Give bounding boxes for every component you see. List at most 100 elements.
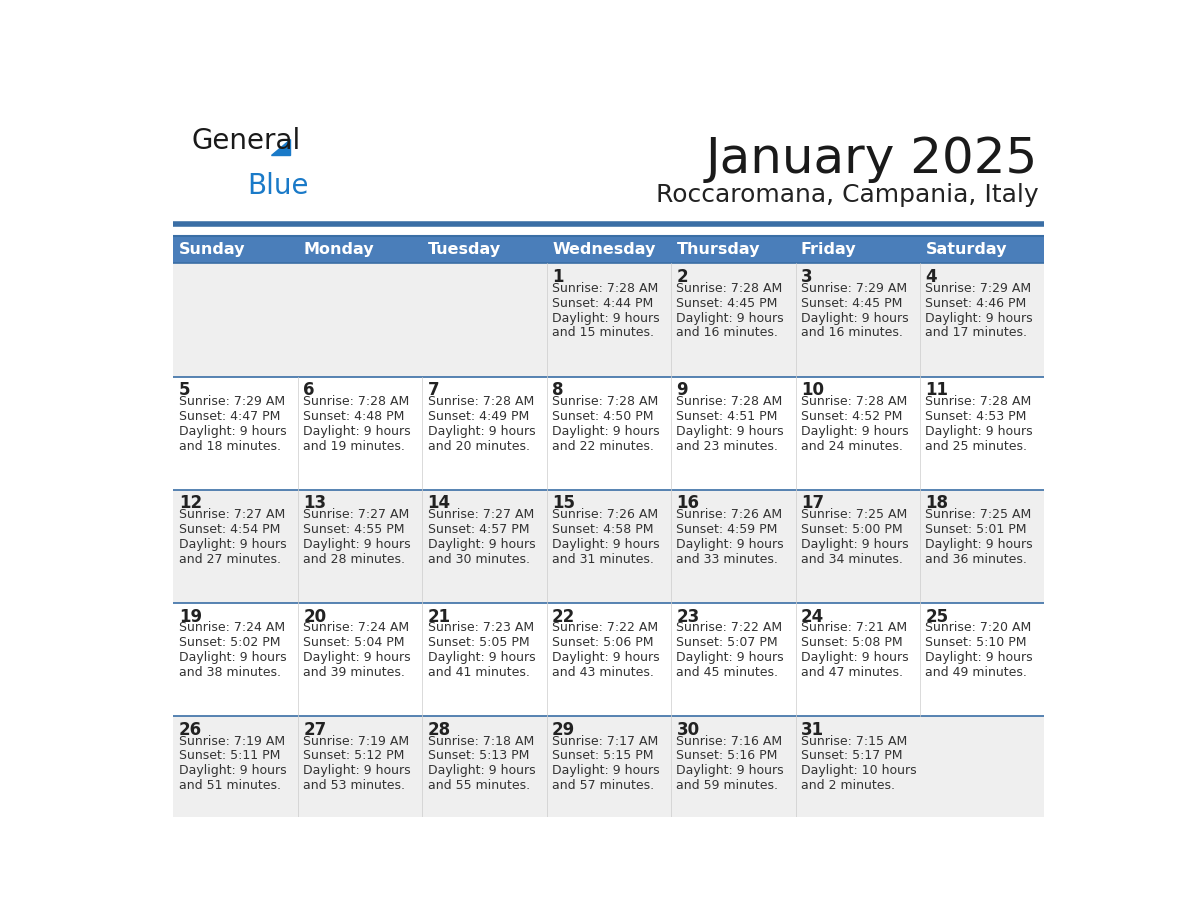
Text: Daylight: 9 hours: Daylight: 9 hours <box>178 425 286 438</box>
Text: Sunset: 5:10 PM: Sunset: 5:10 PM <box>925 636 1026 649</box>
Text: and 27 minutes.: and 27 minutes. <box>178 553 280 565</box>
Text: 11: 11 <box>925 381 948 399</box>
Text: Daylight: 9 hours: Daylight: 9 hours <box>428 538 536 551</box>
Text: Sunset: 5:06 PM: Sunset: 5:06 PM <box>552 636 653 649</box>
Text: Daylight: 9 hours: Daylight: 9 hours <box>428 425 536 438</box>
Polygon shape <box>271 140 290 155</box>
Text: 22: 22 <box>552 608 575 625</box>
Text: 20: 20 <box>303 608 327 625</box>
Text: and 39 minutes.: and 39 minutes. <box>303 666 405 679</box>
Text: 23: 23 <box>676 608 700 625</box>
Text: 1: 1 <box>552 268 563 286</box>
Text: Daylight: 9 hours: Daylight: 9 hours <box>801 425 909 438</box>
Bar <box>298 236 422 263</box>
Text: Sunrise: 7:28 AM: Sunrise: 7:28 AM <box>552 395 658 409</box>
Bar <box>920 236 1044 263</box>
Text: Sunset: 4:59 PM: Sunset: 4:59 PM <box>676 523 778 536</box>
Text: Sunrise: 7:28 AM: Sunrise: 7:28 AM <box>676 282 783 295</box>
Text: Sunset: 5:04 PM: Sunset: 5:04 PM <box>303 636 405 649</box>
Text: Daylight: 9 hours: Daylight: 9 hours <box>801 538 909 551</box>
Text: Sunset: 4:44 PM: Sunset: 4:44 PM <box>552 297 653 309</box>
Text: Thursday: Thursday <box>676 242 760 257</box>
Text: 15: 15 <box>552 495 575 512</box>
Text: and 16 minutes.: and 16 minutes. <box>676 326 778 340</box>
Text: Sunset: 4:50 PM: Sunset: 4:50 PM <box>552 409 653 423</box>
Text: Sunrise: 7:28 AM: Sunrise: 7:28 AM <box>428 395 533 409</box>
Text: 12: 12 <box>178 495 202 512</box>
Text: Daylight: 10 hours: Daylight: 10 hours <box>801 765 917 778</box>
Text: Sunrise: 7:28 AM: Sunrise: 7:28 AM <box>552 282 658 295</box>
Text: Sunset: 4:55 PM: Sunset: 4:55 PM <box>303 523 405 536</box>
Text: Sunrise: 7:19 AM: Sunrise: 7:19 AM <box>178 734 285 747</box>
Text: and 36 minutes.: and 36 minutes. <box>925 553 1028 565</box>
Text: Daylight: 9 hours: Daylight: 9 hours <box>428 651 536 664</box>
Text: Sunset: 5:11 PM: Sunset: 5:11 PM <box>178 749 280 763</box>
Text: Sunset: 4:54 PM: Sunset: 4:54 PM <box>178 523 280 536</box>
Text: Daylight: 9 hours: Daylight: 9 hours <box>676 651 784 664</box>
Text: Daylight: 9 hours: Daylight: 9 hours <box>178 538 286 551</box>
Text: 3: 3 <box>801 268 813 286</box>
Text: and 30 minutes.: and 30 minutes. <box>428 553 530 565</box>
Text: 4: 4 <box>925 268 937 286</box>
Text: Sunrise: 7:29 AM: Sunrise: 7:29 AM <box>801 282 908 295</box>
Text: Sunday: Sunday <box>178 242 245 257</box>
Text: and 49 minutes.: and 49 minutes. <box>925 666 1028 679</box>
Text: Roccaromana, Campania, Italy: Roccaromana, Campania, Italy <box>656 183 1038 207</box>
Text: Sunrise: 7:28 AM: Sunrise: 7:28 AM <box>303 395 410 409</box>
Text: Daylight: 9 hours: Daylight: 9 hours <box>801 311 909 325</box>
Text: Friday: Friday <box>801 242 857 257</box>
Text: 8: 8 <box>552 381 563 399</box>
Text: Daylight: 9 hours: Daylight: 9 hours <box>925 538 1034 551</box>
Text: Sunset: 5:17 PM: Sunset: 5:17 PM <box>801 749 903 763</box>
Text: Sunrise: 7:28 AM: Sunrise: 7:28 AM <box>676 395 783 409</box>
Text: Sunset: 5:05 PM: Sunset: 5:05 PM <box>428 636 529 649</box>
Text: Sunset: 4:45 PM: Sunset: 4:45 PM <box>801 297 903 309</box>
Text: Sunrise: 7:19 AM: Sunrise: 7:19 AM <box>303 734 410 747</box>
Text: Sunset: 4:47 PM: Sunset: 4:47 PM <box>178 409 280 423</box>
Text: Daylight: 9 hours: Daylight: 9 hours <box>801 651 909 664</box>
Text: and 17 minutes.: and 17 minutes. <box>925 326 1028 340</box>
Text: Sunset: 5:02 PM: Sunset: 5:02 PM <box>178 636 280 649</box>
Text: Daylight: 9 hours: Daylight: 9 hours <box>676 765 784 778</box>
Text: 16: 16 <box>676 495 700 512</box>
Text: and 16 minutes.: and 16 minutes. <box>801 326 903 340</box>
Bar <box>671 236 796 263</box>
Text: Sunset: 5:13 PM: Sunset: 5:13 PM <box>428 749 529 763</box>
Text: and 41 minutes.: and 41 minutes. <box>428 666 530 679</box>
Text: 21: 21 <box>428 608 450 625</box>
Text: Sunset: 4:58 PM: Sunset: 4:58 PM <box>552 523 653 536</box>
Text: Sunrise: 7:29 AM: Sunrise: 7:29 AM <box>925 282 1031 295</box>
Text: Daylight: 9 hours: Daylight: 9 hours <box>676 425 784 438</box>
Text: Daylight: 9 hours: Daylight: 9 hours <box>303 651 411 664</box>
Text: Sunrise: 7:20 AM: Sunrise: 7:20 AM <box>925 621 1031 634</box>
Text: Sunset: 5:12 PM: Sunset: 5:12 PM <box>303 749 405 763</box>
Text: Monday: Monday <box>303 242 374 257</box>
Text: Daylight: 9 hours: Daylight: 9 hours <box>925 425 1034 438</box>
Text: and 33 minutes.: and 33 minutes. <box>676 553 778 565</box>
Text: and 15 minutes.: and 15 minutes. <box>552 326 655 340</box>
Text: Daylight: 9 hours: Daylight: 9 hours <box>303 765 411 778</box>
Text: 27: 27 <box>303 721 327 739</box>
Text: and 57 minutes.: and 57 minutes. <box>552 779 655 792</box>
Bar <box>422 236 546 263</box>
Text: and 23 minutes.: and 23 minutes. <box>676 440 778 453</box>
Text: Sunset: 5:08 PM: Sunset: 5:08 PM <box>801 636 903 649</box>
Text: Sunrise: 7:15 AM: Sunrise: 7:15 AM <box>801 734 908 747</box>
Text: Sunset: 5:07 PM: Sunset: 5:07 PM <box>676 636 778 649</box>
Text: Sunrise: 7:18 AM: Sunrise: 7:18 AM <box>428 734 533 747</box>
Text: 10: 10 <box>801 381 824 399</box>
Text: Sunset: 4:57 PM: Sunset: 4:57 PM <box>428 523 529 536</box>
Text: Sunrise: 7:25 AM: Sunrise: 7:25 AM <box>925 509 1031 521</box>
Text: Sunrise: 7:22 AM: Sunrise: 7:22 AM <box>676 621 783 634</box>
Text: Sunrise: 7:25 AM: Sunrise: 7:25 AM <box>801 509 908 521</box>
Text: 31: 31 <box>801 721 824 739</box>
Text: Daylight: 9 hours: Daylight: 9 hours <box>925 651 1034 664</box>
Text: 30: 30 <box>676 721 700 739</box>
Text: Daylight: 9 hours: Daylight: 9 hours <box>676 538 784 551</box>
Text: Sunrise: 7:17 AM: Sunrise: 7:17 AM <box>552 734 658 747</box>
Bar <box>796 236 920 263</box>
Text: Sunrise: 7:24 AM: Sunrise: 7:24 AM <box>178 621 285 634</box>
Text: Sunrise: 7:22 AM: Sunrise: 7:22 AM <box>552 621 658 634</box>
Text: Saturday: Saturday <box>925 242 1007 257</box>
Text: and 28 minutes.: and 28 minutes. <box>303 553 405 565</box>
